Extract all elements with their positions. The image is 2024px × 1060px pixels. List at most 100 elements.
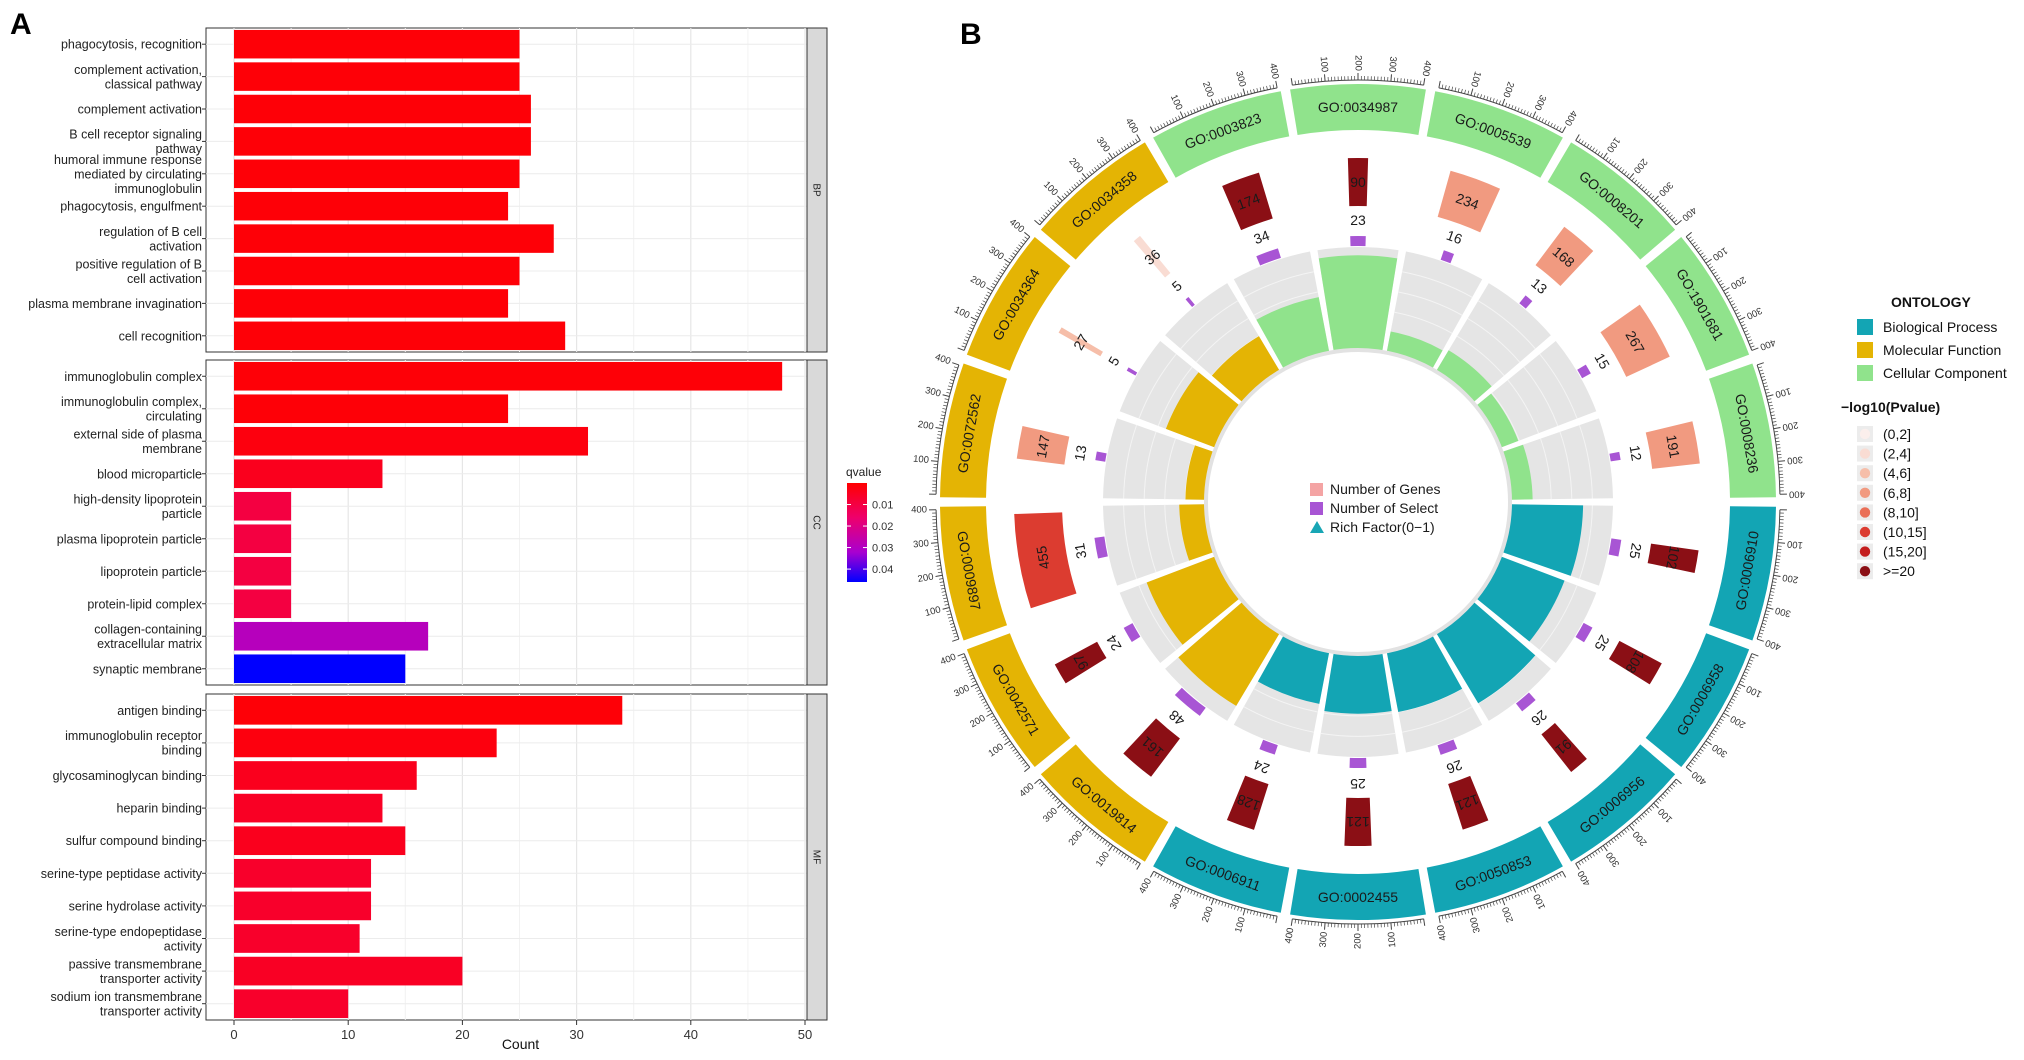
ontology-sector bbox=[1426, 91, 1563, 178]
scale-tick bbox=[1221, 901, 1224, 906]
scale-tick bbox=[1324, 74, 1326, 82]
scale-tick bbox=[1616, 165, 1620, 169]
scale-tick bbox=[1081, 173, 1088, 180]
scale-tick bbox=[1259, 87, 1262, 92]
rich-factor-gridline bbox=[1253, 688, 1318, 713]
scale-tick bbox=[1768, 597, 1773, 600]
scale-tick-label: 200 bbox=[1729, 274, 1748, 291]
scale-tick bbox=[944, 603, 949, 606]
rich-factor-bar bbox=[1475, 393, 1519, 448]
scale-tick bbox=[1024, 236, 1028, 240]
select-value-label: 48 bbox=[1165, 707, 1187, 729]
select-value-label: 31 bbox=[1071, 542, 1089, 560]
scale-tick bbox=[1535, 884, 1538, 889]
scale-tick bbox=[1529, 112, 1532, 117]
scale-tick-label: 200 bbox=[968, 274, 987, 291]
scale-tick bbox=[1266, 85, 1268, 90]
scale-tick bbox=[1721, 715, 1726, 719]
select-bar bbox=[1095, 451, 1107, 462]
ontology-sector bbox=[1153, 91, 1290, 178]
bar bbox=[234, 361, 783, 391]
scale-tick bbox=[935, 427, 943, 430]
pvalue-legend-label: (6,8] bbox=[1883, 485, 1911, 501]
scale-tick bbox=[985, 294, 990, 298]
scale-tick bbox=[1078, 179, 1082, 184]
scale-tick bbox=[1175, 883, 1178, 888]
scale-tick bbox=[942, 394, 950, 398]
ontology-sector bbox=[940, 363, 1008, 498]
scale-tick-label: 100 bbox=[1318, 56, 1330, 73]
scale-tick bbox=[1038, 219, 1043, 223]
bar bbox=[234, 654, 406, 684]
pvalue-legend-label: (0,2] bbox=[1883, 426, 1911, 442]
scale-arc bbox=[1292, 918, 1424, 925]
scale-tick bbox=[1444, 85, 1447, 90]
genes-bar bbox=[1645, 421, 1700, 469]
scale-tick bbox=[1709, 735, 1714, 738]
rich-factor-gridline bbox=[1402, 706, 1473, 733]
rich-factor-gridline bbox=[1164, 504, 1176, 566]
scale-tick bbox=[942, 408, 947, 410]
scale-tick-label: 200 bbox=[917, 419, 935, 433]
scale-tick bbox=[1746, 336, 1751, 339]
scale-tick bbox=[1498, 899, 1501, 904]
bar bbox=[234, 761, 417, 790]
scale-tick bbox=[1741, 324, 1746, 327]
genes-bar bbox=[1014, 512, 1077, 609]
scale-tick bbox=[1623, 829, 1627, 833]
select-bar bbox=[1174, 687, 1206, 716]
rich-factor-gridline bbox=[1320, 732, 1396, 737]
scale-tick bbox=[1136, 863, 1141, 870]
ontology-sector bbox=[1645, 633, 1750, 768]
scale-tick bbox=[1056, 200, 1061, 204]
scale-tick bbox=[1760, 372, 1765, 375]
scale-tick bbox=[935, 447, 940, 449]
scale-tick bbox=[1580, 140, 1584, 145]
scale-tick bbox=[1671, 783, 1676, 788]
scale-tick bbox=[1104, 158, 1108, 163]
scale-tick bbox=[1049, 793, 1054, 797]
facet-strip bbox=[806, 27, 828, 353]
scale-tick bbox=[1208, 102, 1211, 107]
scale-tick bbox=[999, 271, 1004, 275]
scale-tick bbox=[1020, 241, 1024, 245]
scale-tick bbox=[1118, 850, 1122, 855]
bar bbox=[234, 321, 566, 351]
scale-tick bbox=[1744, 671, 1749, 674]
rich-factor-gridline bbox=[1578, 505, 1593, 580]
scale-tick bbox=[943, 404, 948, 407]
scale-tick bbox=[1160, 124, 1163, 129]
scale-tick bbox=[1641, 186, 1645, 190]
pvalue-legend-label: >=20 bbox=[1883, 563, 1915, 579]
scale-tick bbox=[1561, 126, 1567, 133]
scale-tick bbox=[1641, 814, 1645, 818]
scale-tick bbox=[950, 626, 955, 629]
scale-tick bbox=[1655, 800, 1660, 804]
scale-tick bbox=[1073, 184, 1078, 188]
scale-tick-label: 300 bbox=[1318, 931, 1330, 948]
scale-tick bbox=[1016, 247, 1020, 251]
rich-factor-gridline bbox=[1539, 353, 1578, 419]
scale-tick bbox=[985, 706, 990, 710]
center-legend-key bbox=[1310, 502, 1323, 515]
scale-tick bbox=[1242, 908, 1246, 916]
scale-tick bbox=[962, 342, 967, 345]
scale-tick bbox=[1215, 899, 1218, 904]
scale-tick bbox=[1731, 698, 1736, 701]
scale-tick bbox=[1751, 653, 1759, 657]
scale-tick bbox=[936, 440, 941, 443]
scale-tick bbox=[1626, 173, 1630, 177]
category-label: blood microparticle bbox=[97, 467, 202, 481]
category-label: high-density lipoprotein particle bbox=[73, 493, 202, 522]
scale-tick-label: 200 bbox=[917, 571, 935, 585]
scale-tick bbox=[937, 571, 942, 574]
scale-tick-label: 100 bbox=[1386, 931, 1398, 948]
scale-tick bbox=[1732, 695, 1737, 698]
scale-tick-label: 200 bbox=[1067, 156, 1086, 175]
scale-tick bbox=[1001, 268, 1005, 272]
rich-factor-gridline bbox=[1143, 431, 1157, 499]
scale-tick bbox=[942, 594, 947, 596]
rich-factor-bar bbox=[1386, 331, 1443, 370]
scale-tick bbox=[1749, 342, 1754, 345]
category-label: protein-lipid complex bbox=[87, 597, 202, 611]
